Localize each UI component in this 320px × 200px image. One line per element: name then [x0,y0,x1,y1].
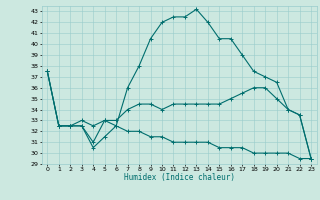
X-axis label: Humidex (Indice chaleur): Humidex (Indice chaleur) [124,173,235,182]
